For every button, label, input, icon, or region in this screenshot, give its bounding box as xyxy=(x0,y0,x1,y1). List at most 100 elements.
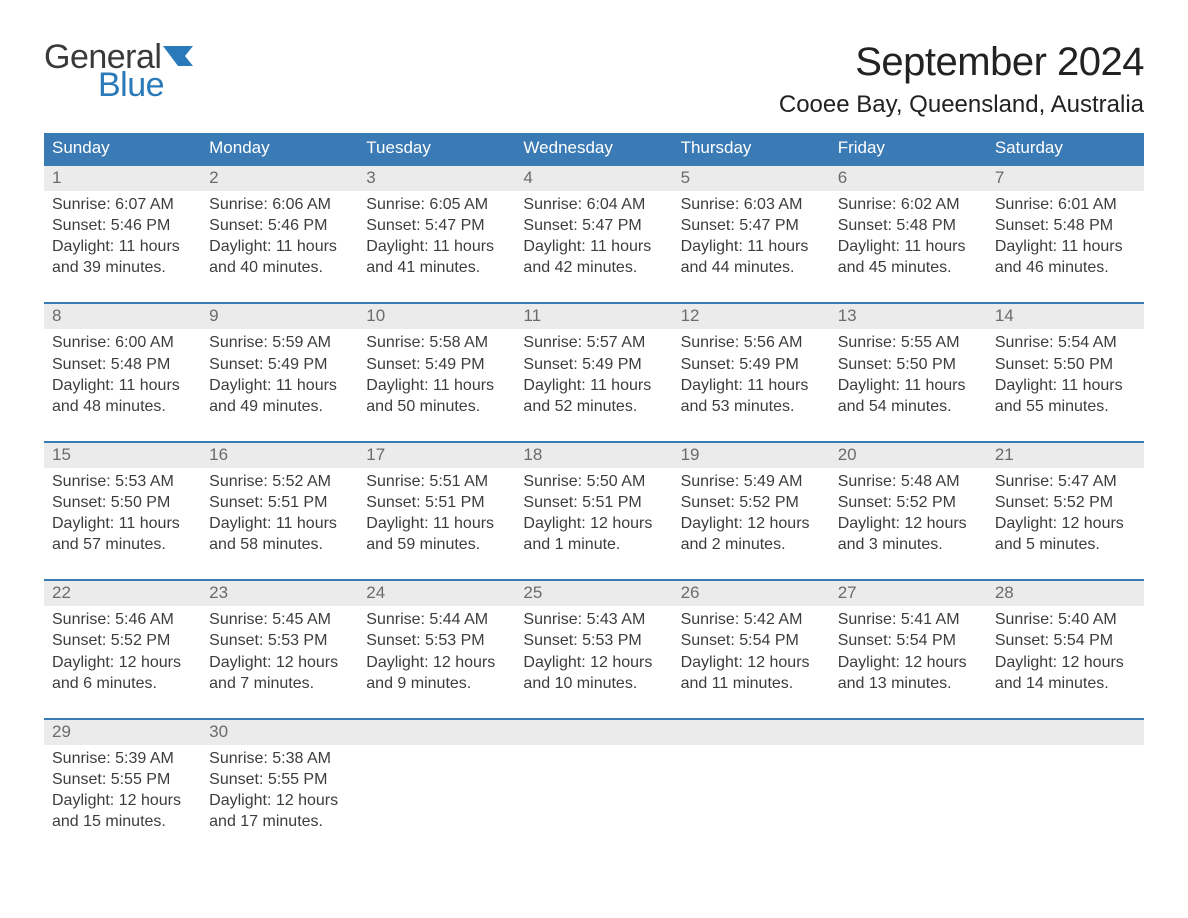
day-number: 22 xyxy=(44,581,201,606)
sunrise-text: Sunrise: 5:39 AM xyxy=(52,748,193,769)
day-number: 13 xyxy=(830,304,987,329)
daylight-text: Daylight: 11 hours xyxy=(366,375,507,396)
sunset-text: Sunset: 5:54 PM xyxy=(681,630,822,651)
sunrise-text: Sunrise: 6:04 AM xyxy=(523,194,664,215)
sunrise-text: Sunrise: 6:05 AM xyxy=(366,194,507,215)
daylight-text: Daylight: 11 hours xyxy=(995,236,1136,257)
daynum-row: 15161718192021 xyxy=(44,443,1144,468)
daylight-text: and 49 minutes. xyxy=(209,396,350,417)
daylight-text: and 17 minutes. xyxy=(209,811,350,832)
title-block: September 2024 Cooee Bay, Queensland, Au… xyxy=(779,40,1144,119)
daylight-text: Daylight: 11 hours xyxy=(838,375,979,396)
daylight-text: Daylight: 12 hours xyxy=(995,652,1136,673)
weekday-header-row: Sunday Monday Tuesday Wednesday Thursday… xyxy=(44,133,1144,164)
weekday-wed: Wednesday xyxy=(515,133,672,164)
day-cell xyxy=(830,745,987,836)
sunrise-text: Sunrise: 5:42 AM xyxy=(681,609,822,630)
daylight-text: and 11 minutes. xyxy=(681,673,822,694)
daylight-text: and 7 minutes. xyxy=(209,673,350,694)
sunset-text: Sunset: 5:55 PM xyxy=(52,769,193,790)
daylight-text: Daylight: 11 hours xyxy=(523,375,664,396)
day-cell: Sunrise: 5:52 AMSunset: 5:51 PMDaylight:… xyxy=(201,468,358,559)
day-number xyxy=(515,720,672,745)
day-cell: Sunrise: 5:59 AMSunset: 5:49 PMDaylight:… xyxy=(201,329,358,420)
daylight-text: and 52 minutes. xyxy=(523,396,664,417)
weekday-sat: Saturday xyxy=(987,133,1144,164)
daynum-row: 1234567 xyxy=(44,166,1144,191)
location: Cooee Bay, Queensland, Australia xyxy=(779,91,1144,119)
sunrise-text: Sunrise: 6:00 AM xyxy=(52,332,193,353)
weeks-container: 1234567Sunrise: 6:07 AMSunset: 5:46 PMDa… xyxy=(44,164,1144,836)
daylight-text: Daylight: 11 hours xyxy=(523,236,664,257)
day-cell: Sunrise: 5:55 AMSunset: 5:50 PMDaylight:… xyxy=(830,329,987,420)
daylight-text: and 45 minutes. xyxy=(838,257,979,278)
sunrise-text: Sunrise: 5:50 AM xyxy=(523,471,664,492)
sunset-text: Sunset: 5:53 PM xyxy=(523,630,664,651)
sunrise-text: Sunrise: 5:55 AM xyxy=(838,332,979,353)
sunset-text: Sunset: 5:53 PM xyxy=(366,630,507,651)
day-number: 25 xyxy=(515,581,672,606)
sunset-text: Sunset: 5:48 PM xyxy=(838,215,979,236)
daylight-text: Daylight: 11 hours xyxy=(838,236,979,257)
sunrise-text: Sunrise: 5:51 AM xyxy=(366,471,507,492)
daylight-text: Daylight: 12 hours xyxy=(838,513,979,534)
day-number: 21 xyxy=(987,443,1144,468)
sunrise-text: Sunrise: 5:43 AM xyxy=(523,609,664,630)
daylight-text: Daylight: 11 hours xyxy=(52,236,193,257)
logo: General Blue xyxy=(44,40,193,102)
sunset-text: Sunset: 5:49 PM xyxy=(681,354,822,375)
sunset-text: Sunset: 5:51 PM xyxy=(366,492,507,513)
sunset-text: Sunset: 5:47 PM xyxy=(523,215,664,236)
day-number: 4 xyxy=(515,166,672,191)
day-number: 16 xyxy=(201,443,358,468)
daylight-text: and 40 minutes. xyxy=(209,257,350,278)
daylight-text: Daylight: 12 hours xyxy=(209,790,350,811)
day-cell: Sunrise: 5:51 AMSunset: 5:51 PMDaylight:… xyxy=(358,468,515,559)
weekday-sun: Sunday xyxy=(44,133,201,164)
daylight-text: Daylight: 12 hours xyxy=(681,652,822,673)
sunset-text: Sunset: 5:49 PM xyxy=(209,354,350,375)
day-number: 20 xyxy=(830,443,987,468)
weekday-thu: Thursday xyxy=(673,133,830,164)
daylight-text: and 9 minutes. xyxy=(366,673,507,694)
weekday-fri: Friday xyxy=(830,133,987,164)
day-number: 19 xyxy=(673,443,830,468)
day-cell: Sunrise: 5:58 AMSunset: 5:49 PMDaylight:… xyxy=(358,329,515,420)
sunrise-text: Sunrise: 5:53 AM xyxy=(52,471,193,492)
flag-icon xyxy=(163,46,193,66)
daylight-text: and 53 minutes. xyxy=(681,396,822,417)
day-number: 15 xyxy=(44,443,201,468)
day-cell: Sunrise: 5:42 AMSunset: 5:54 PMDaylight:… xyxy=(673,606,830,697)
sunset-text: Sunset: 5:46 PM xyxy=(209,215,350,236)
daylight-text: Daylight: 11 hours xyxy=(995,375,1136,396)
day-number: 24 xyxy=(358,581,515,606)
day-number: 27 xyxy=(830,581,987,606)
sunset-text: Sunset: 5:54 PM xyxy=(995,630,1136,651)
daylight-text: Daylight: 11 hours xyxy=(209,236,350,257)
sunrise-text: Sunrise: 6:02 AM xyxy=(838,194,979,215)
sunset-text: Sunset: 5:48 PM xyxy=(52,354,193,375)
week-row: 1234567Sunrise: 6:07 AMSunset: 5:46 PMDa… xyxy=(44,164,1144,282)
day-number: 2 xyxy=(201,166,358,191)
sunrise-text: Sunrise: 5:54 AM xyxy=(995,332,1136,353)
day-number xyxy=(830,720,987,745)
sunset-text: Sunset: 5:51 PM xyxy=(523,492,664,513)
day-number xyxy=(358,720,515,745)
sunrise-text: Sunrise: 5:49 AM xyxy=(681,471,822,492)
sunset-text: Sunset: 5:50 PM xyxy=(838,354,979,375)
daylight-text: and 59 minutes. xyxy=(366,534,507,555)
day-cell: Sunrise: 5:47 AMSunset: 5:52 PMDaylight:… xyxy=(987,468,1144,559)
day-number: 28 xyxy=(987,581,1144,606)
day-number: 7 xyxy=(987,166,1144,191)
daylight-text: and 14 minutes. xyxy=(995,673,1136,694)
sunrise-text: Sunrise: 5:47 AM xyxy=(995,471,1136,492)
daylight-text: and 55 minutes. xyxy=(995,396,1136,417)
day-number: 23 xyxy=(201,581,358,606)
daylight-text: Daylight: 11 hours xyxy=(366,513,507,534)
daylight-text: Daylight: 12 hours xyxy=(209,652,350,673)
day-cell: Sunrise: 6:02 AMSunset: 5:48 PMDaylight:… xyxy=(830,191,987,282)
day-number: 11 xyxy=(515,304,672,329)
day-number xyxy=(987,720,1144,745)
day-cell: Sunrise: 6:00 AMSunset: 5:48 PMDaylight:… xyxy=(44,329,201,420)
daylight-text: and 6 minutes. xyxy=(52,673,193,694)
